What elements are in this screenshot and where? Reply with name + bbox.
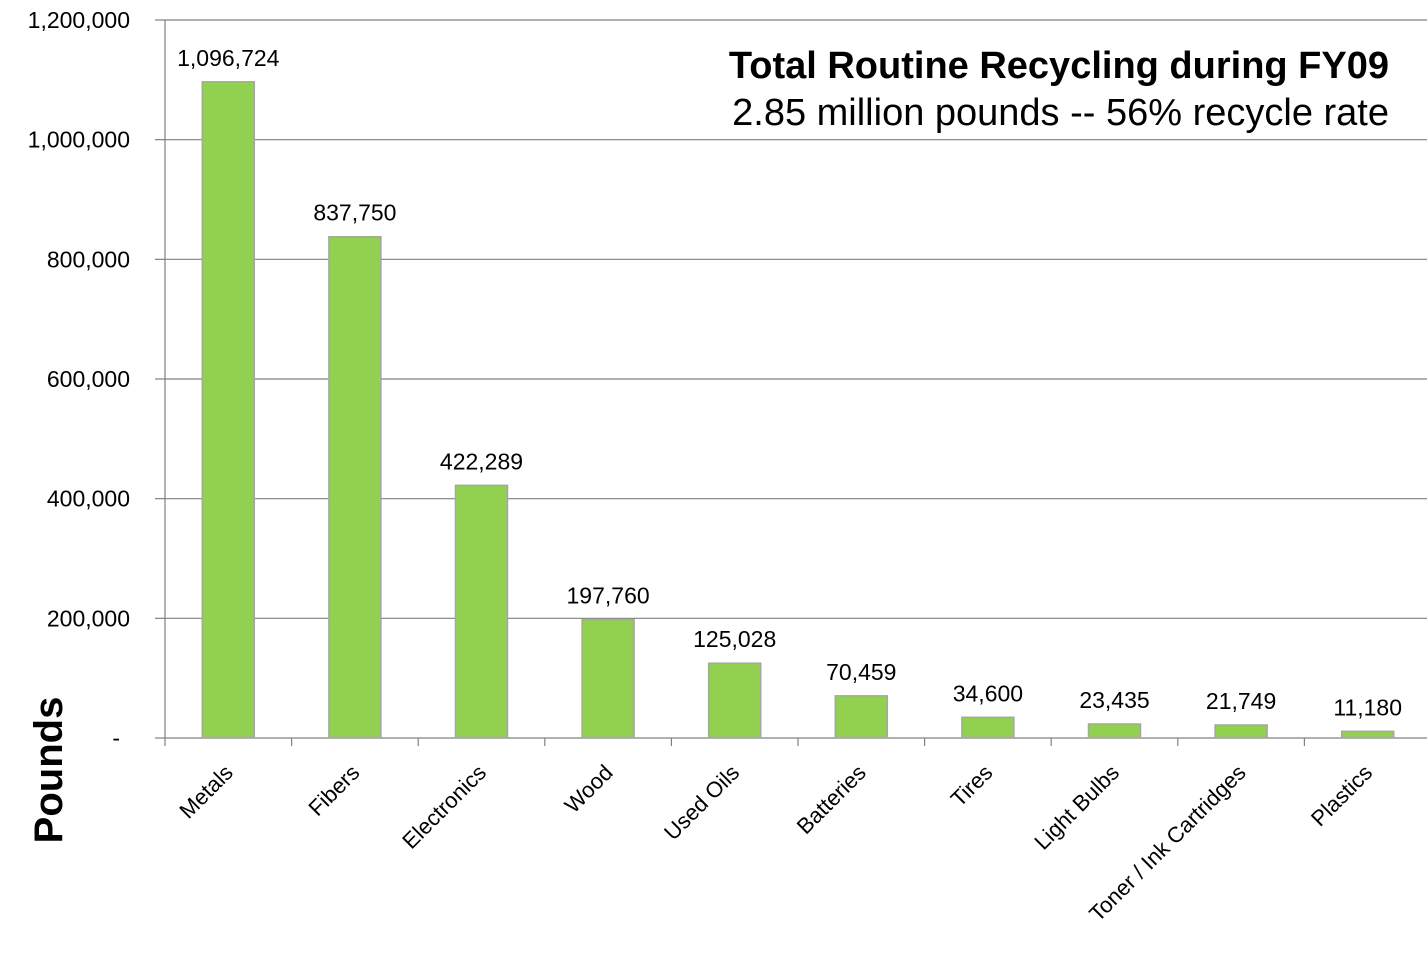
data-label: 1,096,724 bbox=[177, 45, 280, 71]
chart-subtitle: 2.85 million pounds -- 56% recycle rate bbox=[732, 92, 1389, 134]
x-tick-labels: Metals Fibers Electronics Wood Used Oils Batt… bbox=[174, 760, 1377, 926]
bar bbox=[707, 662, 762, 739]
bar bbox=[1214, 724, 1268, 739]
category-label: Electronics bbox=[397, 760, 491, 854]
bar bbox=[834, 695, 889, 739]
bar bbox=[1340, 730, 1395, 739]
bar bbox=[1087, 723, 1142, 739]
data-label: 125,028 bbox=[693, 626, 776, 652]
category-label: Batteries bbox=[792, 760, 871, 839]
bar bbox=[201, 81, 256, 739]
y-tick-label: 600,000 bbox=[47, 366, 130, 392]
data-label: 11,180 bbox=[1333, 694, 1402, 720]
data-label: 34,600 bbox=[953, 680, 1023, 706]
bar bbox=[961, 716, 1015, 739]
category-label: Metals bbox=[174, 760, 237, 823]
bar bbox=[328, 235, 382, 739]
chart-title: Total Routine Recycling during FY09 bbox=[728, 45, 1389, 87]
data-label: 21,749 bbox=[1206, 688, 1276, 714]
y-axis-label: Pounds bbox=[27, 697, 71, 844]
y-tick-label: 1,000,000 bbox=[28, 127, 130, 153]
bar bbox=[581, 618, 635, 739]
category-label: Plastics bbox=[1306, 760, 1377, 831]
y-tick-label: 800,000 bbox=[47, 246, 130, 272]
category-label: Wood bbox=[560, 760, 618, 818]
data-label: 23,435 bbox=[1079, 687, 1149, 713]
data-label: 70,459 bbox=[826, 659, 896, 685]
y-tick-labels: - 200,000 400,000 600,000 800,000 1,000,000 1,… bbox=[28, 7, 130, 751]
data-labels: 1,096,724 837,750 422,289 197,760 125,028 70,… bbox=[177, 45, 1402, 721]
y-tick-label: - bbox=[112, 725, 120, 751]
y-tick-label: 400,000 bbox=[47, 486, 130, 512]
y-tick-label: 200,000 bbox=[47, 605, 130, 631]
bar bbox=[454, 484, 509, 739]
chart-title-block: Total Routine Recycling during FY09 2.85… bbox=[729, 42, 1389, 136]
data-label: 837,750 bbox=[313, 200, 396, 226]
category-label: Fibers bbox=[304, 760, 365, 821]
data-label: 197,760 bbox=[567, 583, 650, 609]
data-label: 422,289 bbox=[440, 448, 523, 474]
category-label: Used Oils bbox=[659, 760, 744, 845]
category-label: Tires bbox=[946, 760, 998, 812]
y-tick-label: 1,200,000 bbox=[28, 7, 130, 33]
y-axis-label-text: Pounds bbox=[27, 697, 71, 844]
category-label: Light Bulbs bbox=[1029, 760, 1124, 855]
bars bbox=[201, 81, 1395, 739]
